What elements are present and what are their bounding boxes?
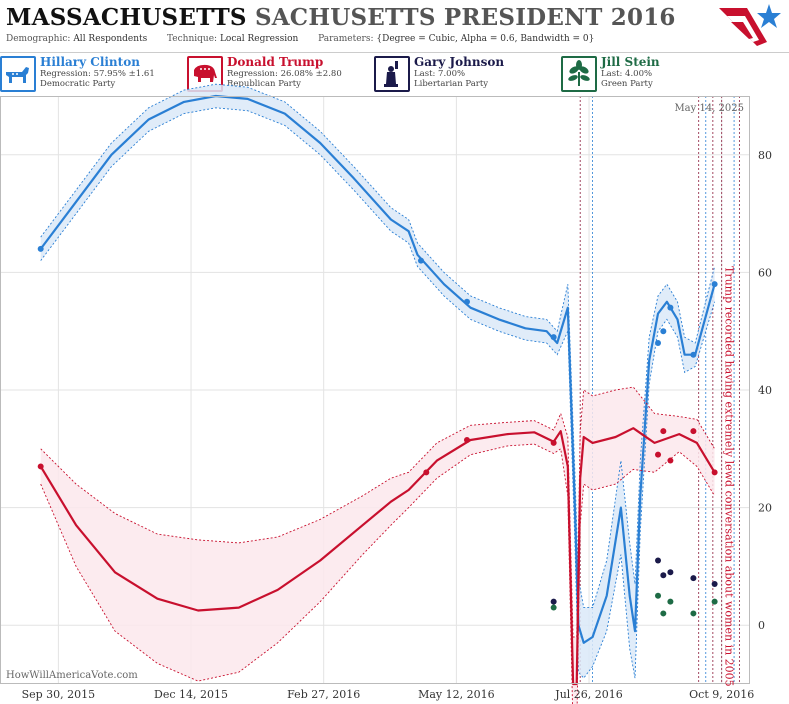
poll-point xyxy=(660,328,667,335)
legend-regression: Regression: 57.95% ±1.61 xyxy=(40,69,155,79)
poll-point xyxy=(690,351,697,358)
poll-point xyxy=(550,604,557,611)
leaf-icon xyxy=(561,56,597,92)
series-lines xyxy=(39,83,716,704)
poll-point xyxy=(417,257,424,264)
poll-point xyxy=(655,592,662,599)
poll-point xyxy=(711,469,718,476)
legend-item-stein: Jill Stein Last: 4.00% Green Party xyxy=(561,54,746,92)
poll-point xyxy=(667,569,674,576)
poll-point xyxy=(423,469,430,476)
confidence-band xyxy=(40,84,715,679)
legend-party: Green Party xyxy=(601,79,653,89)
title-state: MASSACHUSETTS xyxy=(6,4,247,31)
poll-point xyxy=(711,581,718,588)
legend-last: Last: 7.00% xyxy=(414,69,466,79)
band-upper xyxy=(40,83,716,609)
x-tick-label: May 12, 2016 xyxy=(418,688,495,701)
poll-point xyxy=(655,339,662,346)
band-lower xyxy=(40,443,715,704)
poll-point xyxy=(690,575,697,582)
elephant-icon xyxy=(187,56,223,92)
poll-point xyxy=(550,334,557,341)
band-lower xyxy=(40,107,716,679)
legend-name: Donald Trump xyxy=(227,55,324,69)
legend-item-clinton: Hillary Clinton Regression: 57.95% ±1.61… xyxy=(0,54,185,92)
band-upper xyxy=(40,386,715,638)
confidence-band xyxy=(40,387,715,704)
poll-point xyxy=(550,439,557,446)
header: MASSACHUSETTS SACHUSETTS PRESIDENT 2016 … xyxy=(0,0,789,53)
parameters-label: Parameters: xyxy=(318,34,374,44)
demographic-value: All Respondents xyxy=(73,34,148,44)
legend-party: Republican Party xyxy=(227,79,301,89)
confidence-bands xyxy=(40,84,715,704)
x-tick-label: Dec 14, 2015 xyxy=(154,688,228,701)
poll-point xyxy=(660,572,667,579)
poll-point xyxy=(667,457,674,464)
technique-value: Local Regression xyxy=(219,34,299,44)
poll-point xyxy=(37,463,44,470)
legend-name: Gary Johnson xyxy=(414,55,505,69)
title-race: SACHUSETTS PRESIDENT 2016 xyxy=(254,4,676,31)
axes: 0 20 40 60 80 Sep 30, 2015 Dec 14, 2015 Feb 27,… xyxy=(0,96,772,701)
legend-item-johnson: Gary Johnson Last: 7.00% Libertarian Par… xyxy=(374,54,559,92)
legend-regression: Regression: 26.08% ±2.80 xyxy=(227,69,342,79)
poll-point xyxy=(655,451,662,458)
poll-point xyxy=(463,436,470,443)
poll-point xyxy=(550,598,557,605)
poll-point xyxy=(711,281,718,288)
donkey-icon xyxy=(0,56,36,92)
poll-points xyxy=(37,245,718,617)
parameters-value: {Degree = Cubic, Alpha = 0.6, Bandwidth … xyxy=(376,34,595,44)
poll-point xyxy=(37,245,44,252)
poll-point xyxy=(660,610,667,617)
legend: Hillary Clinton Regression: 57.95% ±1.61… xyxy=(0,54,789,94)
page-title: MASSACHUSETTS SACHUSETTS PRESIDENT 2016 xyxy=(6,4,676,31)
poll-point xyxy=(660,428,667,435)
star-flag-logo-icon xyxy=(719,4,781,46)
legend-name: Hillary Clinton xyxy=(40,55,140,69)
poll-point xyxy=(690,610,697,617)
x-tick-label: Sep 30, 2015 xyxy=(22,688,96,701)
x-tick-label: Oct 9, 2016 xyxy=(689,688,754,701)
poll-point xyxy=(655,557,662,564)
event-lines xyxy=(579,96,740,684)
y-tick-label: 60 xyxy=(758,266,772,279)
poll-point xyxy=(463,298,470,305)
poll-point xyxy=(667,304,674,311)
demographic-label: Demographic: xyxy=(6,34,71,44)
plot-frame xyxy=(0,96,750,684)
legend-name: Jill Stein xyxy=(601,55,660,69)
y-tick-label: 0 xyxy=(758,619,765,632)
poll-point xyxy=(667,598,674,605)
legend-party: Libertarian Party xyxy=(414,79,489,89)
poll-point xyxy=(711,598,718,605)
regression-line xyxy=(39,427,716,686)
x-tick-label: Feb 27, 2016 xyxy=(287,688,360,701)
y-tick-label: 40 xyxy=(758,384,772,397)
legend-party: Democratic Party xyxy=(40,79,116,89)
regression-line xyxy=(39,94,716,644)
y-tick-label: 20 xyxy=(758,502,772,515)
watermark: HowWillAmericaVote.com xyxy=(6,670,138,681)
y-tick-label: 80 xyxy=(758,149,772,162)
grid xyxy=(0,96,750,684)
legend-item-trump: Donald Trump Regression: 26.08% ±2.80 Re… xyxy=(187,54,372,92)
liberty-statue-icon xyxy=(374,56,410,92)
technique-label: Technique: xyxy=(167,34,218,44)
parameters-line: Demographic: All Respondents Technique: … xyxy=(6,34,594,44)
poll-point xyxy=(690,428,697,435)
legend-last: Last: 4.00% xyxy=(601,69,653,79)
event-annotation: Trump recorded having extremely lewd con… xyxy=(723,266,736,687)
x-tick-label: Jul 26, 2016 xyxy=(554,688,623,701)
date-stamp: May 14, 2025 xyxy=(674,103,744,114)
